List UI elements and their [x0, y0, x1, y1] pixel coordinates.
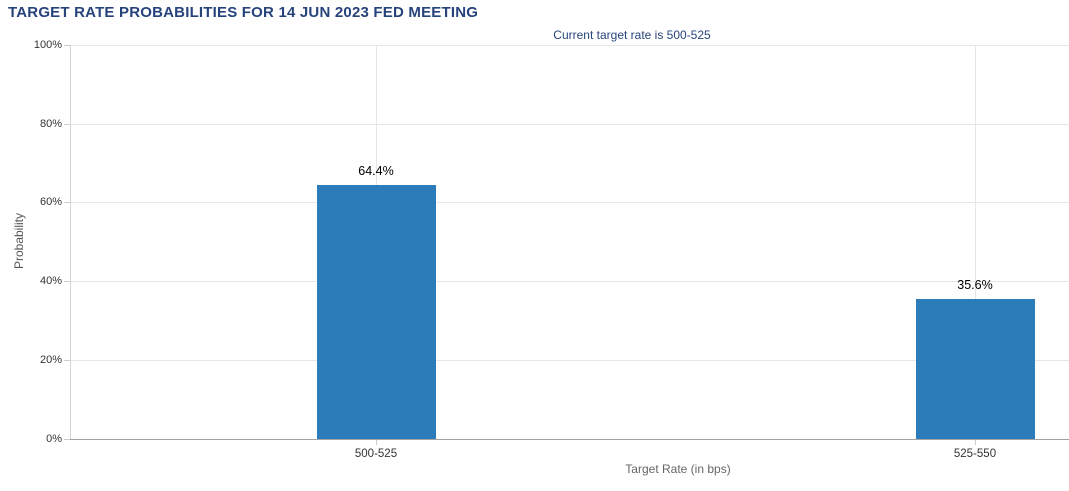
x-tick — [975, 440, 976, 445]
y-tick — [64, 281, 70, 282]
bar-value-label-525-550: 35.6% — [957, 277, 993, 292]
y-tick — [64, 45, 70, 46]
gridline-20pct — [70, 360, 1069, 361]
x-tick — [376, 440, 377, 445]
x-category-label-525-550: 525-550 — [953, 448, 997, 460]
gridline-100pct — [70, 45, 1069, 46]
gridline-40pct — [70, 281, 1069, 282]
gridline-category-2 — [975, 45, 976, 439]
y-tick-label-0: 0% — [46, 433, 62, 445]
y-tick-label-20: 20% — [39, 354, 62, 366]
chart-subtitle: Current target rate is 500-525 — [553, 28, 711, 42]
y-tick-label-60: 60% — [39, 196, 62, 208]
bar-500-525[interactable] — [317, 185, 436, 439]
chart-title: TARGET RATE PROBABILITIES FOR 14 JUN 202… — [8, 4, 479, 21]
y-tick — [64, 202, 70, 203]
gridline-60pct — [70, 202, 1069, 203]
y-tick-label-40: 40% — [39, 275, 62, 287]
gridline-80pct — [70, 124, 1069, 125]
bar-value-label-500-525: 64.4% — [358, 164, 394, 179]
y-tick-label-100: 100% — [33, 39, 62, 51]
x-axis-title: Target Rate (in bps) — [625, 462, 731, 476]
x-category-label-500-525: 500-525 — [354, 448, 398, 460]
y-tick — [64, 439, 70, 440]
y-tick — [64, 360, 70, 361]
y-axis-title: Probability — [12, 212, 26, 270]
y-axis-line — [70, 45, 71, 439]
y-tick — [64, 124, 70, 125]
y-tick-label-80: 80% — [39, 118, 62, 130]
x-axis-line — [70, 439, 1069, 440]
bar-525-550[interactable] — [916, 298, 1035, 439]
